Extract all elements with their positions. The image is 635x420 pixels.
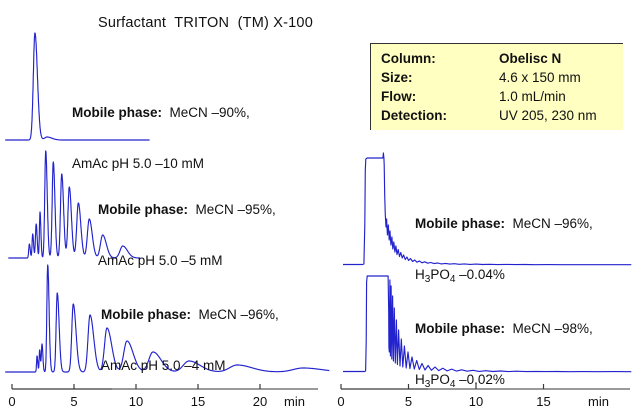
mobile-phase-label-4: Mobile phase: MeCN –96%, H3PO4 –0.04% bbox=[415, 181, 593, 305]
x-axis-tick-label-right: 0 bbox=[337, 394, 344, 409]
label-line-2: H3PO4 –0.04% bbox=[415, 267, 505, 285]
info-value: Obelisc N bbox=[499, 51, 562, 66]
label-line-2: AmAc pH 5.0 –10 mM bbox=[72, 156, 205, 171]
x-axis-tick-label-left: 10 bbox=[129, 394, 143, 409]
chromatogram-trace-h3po4-002 bbox=[343, 275, 632, 373]
mobile-phase-label-1: Mobile phase: MeCN –90%, AmAc pH 5.0 –10… bbox=[72, 70, 250, 189]
x-axis-unit-label-right: min bbox=[588, 394, 609, 409]
info-value: UV 205, 230 nm bbox=[499, 108, 597, 123]
chromatogram-trace-amac-90 bbox=[4, 32, 151, 141]
label-line-2: AmAc pH 5.0 –5 mM bbox=[98, 253, 223, 268]
label-line-1: Mobile phase: MeCN –96%, bbox=[415, 216, 593, 231]
label-line-1: Mobile phase: MeCN –90%, bbox=[72, 105, 250, 120]
label-line-2: H3PO4 –0.02% bbox=[415, 372, 505, 390]
info-label: Size: bbox=[381, 70, 413, 85]
info-row-size: Size: 4.6 x 150 mm bbox=[381, 68, 623, 87]
x-axis-tick-label-right: 5 bbox=[405, 394, 412, 409]
chromatogram-trace-amac-96 bbox=[4, 264, 330, 373]
x-axis-tick-label-right: 10 bbox=[469, 394, 483, 409]
x-axis-tick-label-left: 0 bbox=[8, 394, 15, 409]
x-axis-tick-label-left: 5 bbox=[70, 394, 77, 409]
mobile-phase-label-2: Mobile phase: MeCN –95%, AmAc pH 5.0 –5 … bbox=[98, 167, 276, 286]
label-line-1: Mobile phase: MeCN –95%, bbox=[98, 202, 276, 217]
x-axis-tick-label-left: 15 bbox=[191, 394, 205, 409]
x-axis-tick-label-left: 20 bbox=[253, 394, 267, 409]
mobile-phase-label-5: Mobile phase: MeCN –98%, H3PO4 –0.02% bbox=[415, 286, 593, 410]
info-row-flow: Flow: 1.0 mL/min bbox=[381, 87, 623, 106]
chromatogram-trace-amac-95 bbox=[7, 150, 141, 259]
label-line-1: Mobile phase: MeCN –98%, bbox=[415, 321, 593, 336]
info-label: Detection: bbox=[381, 108, 448, 123]
column-info-box: Column: Obelisc N Size: 4.6 x 150 mm Flo… bbox=[370, 43, 623, 130]
info-row-column: Column: Obelisc N bbox=[381, 49, 623, 68]
x-axis-tick-label-right: 15 bbox=[536, 394, 550, 409]
x-axis-unit-label-left: min bbox=[284, 394, 305, 409]
info-label: Column: bbox=[381, 51, 436, 66]
info-label: Flow: bbox=[381, 89, 417, 104]
info-row-detection: Detection: UV 205, 230 nm bbox=[381, 106, 623, 125]
info-value: 4.6 x 150 mm bbox=[499, 70, 581, 85]
mobile-phase-label-3: Mobile phase: MeCN –96%, AmAc pH 5.0 –4 … bbox=[101, 272, 279, 391]
info-value: 1.0 mL/min bbox=[499, 89, 566, 104]
page-title: Surfactant TRITON (TM) X-100 bbox=[98, 15, 313, 31]
label-line-1: Mobile phase: MeCN –96%, bbox=[101, 307, 279, 322]
chromatogram-trace-h3po4-004 bbox=[343, 152, 632, 266]
label-line-2: AmAc pH 5.0 –4 mM bbox=[101, 358, 226, 373]
